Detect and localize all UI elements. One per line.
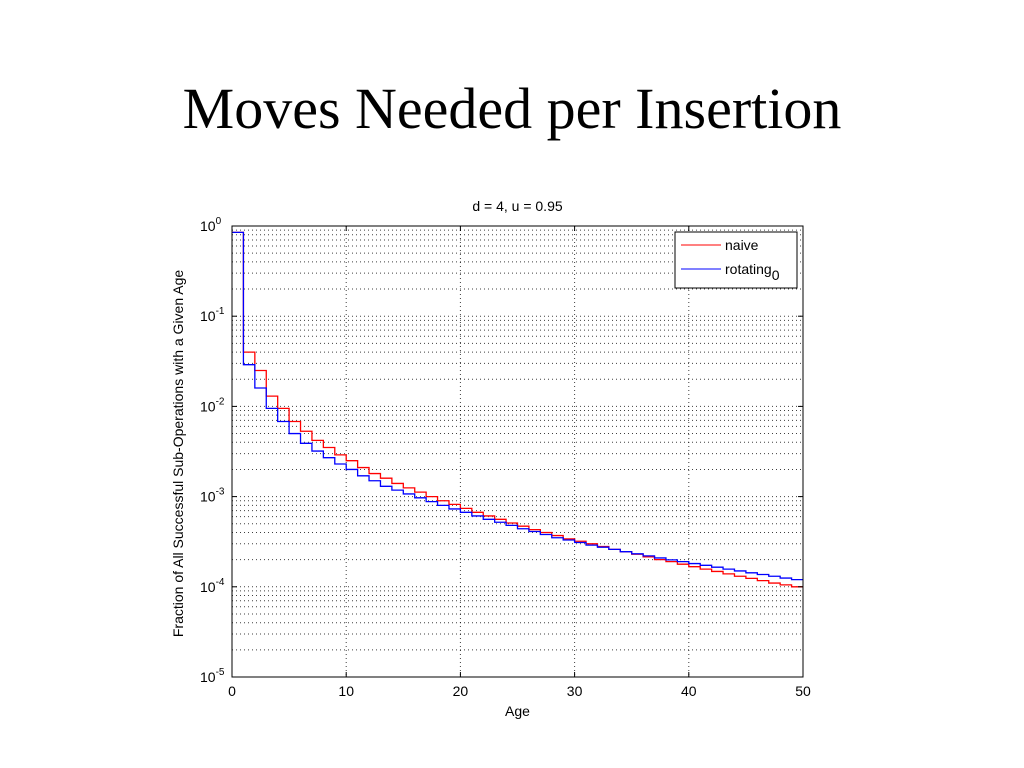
slide-title: Moves Needed per Insertion [182,76,842,141]
plot-frame [231,225,804,678]
x-tick-label: 30 [567,683,583,699]
y-tick-label: 10-4 [200,577,225,595]
legend: naive rotating0 [674,231,798,289]
series-line-rotating [232,231,803,581]
legend-label: naive [725,237,759,253]
x-tick-label: 0 [228,683,236,699]
x-axis-label: Age [505,703,530,719]
y-tick-label: 10-5 [200,667,225,685]
y-tick-label: 100 [200,216,222,234]
chart-title: d = 4, u = 0.95 [472,198,563,214]
axes: 0 10 20 30 40 50 100 10-1 10-2 10-3 10-4 10-5 [200,216,811,699]
y-axis-label: Fraction of All Successful Sub-Operation… [170,270,186,638]
series-line-naive [232,231,803,588]
y-tick-label: 10-2 [200,396,225,414]
series-layer [232,231,803,588]
x-tick-label: 10 [338,683,354,699]
x-tick-label: 40 [681,683,697,699]
legend-box [674,231,798,289]
legend-label: rotating0 [725,261,780,283]
x-tick-label: 50 [795,683,811,699]
y-tick-label: 10-3 [200,487,225,505]
y-tick-label: 10-1 [200,306,225,324]
x-tick-label: 20 [453,683,469,699]
